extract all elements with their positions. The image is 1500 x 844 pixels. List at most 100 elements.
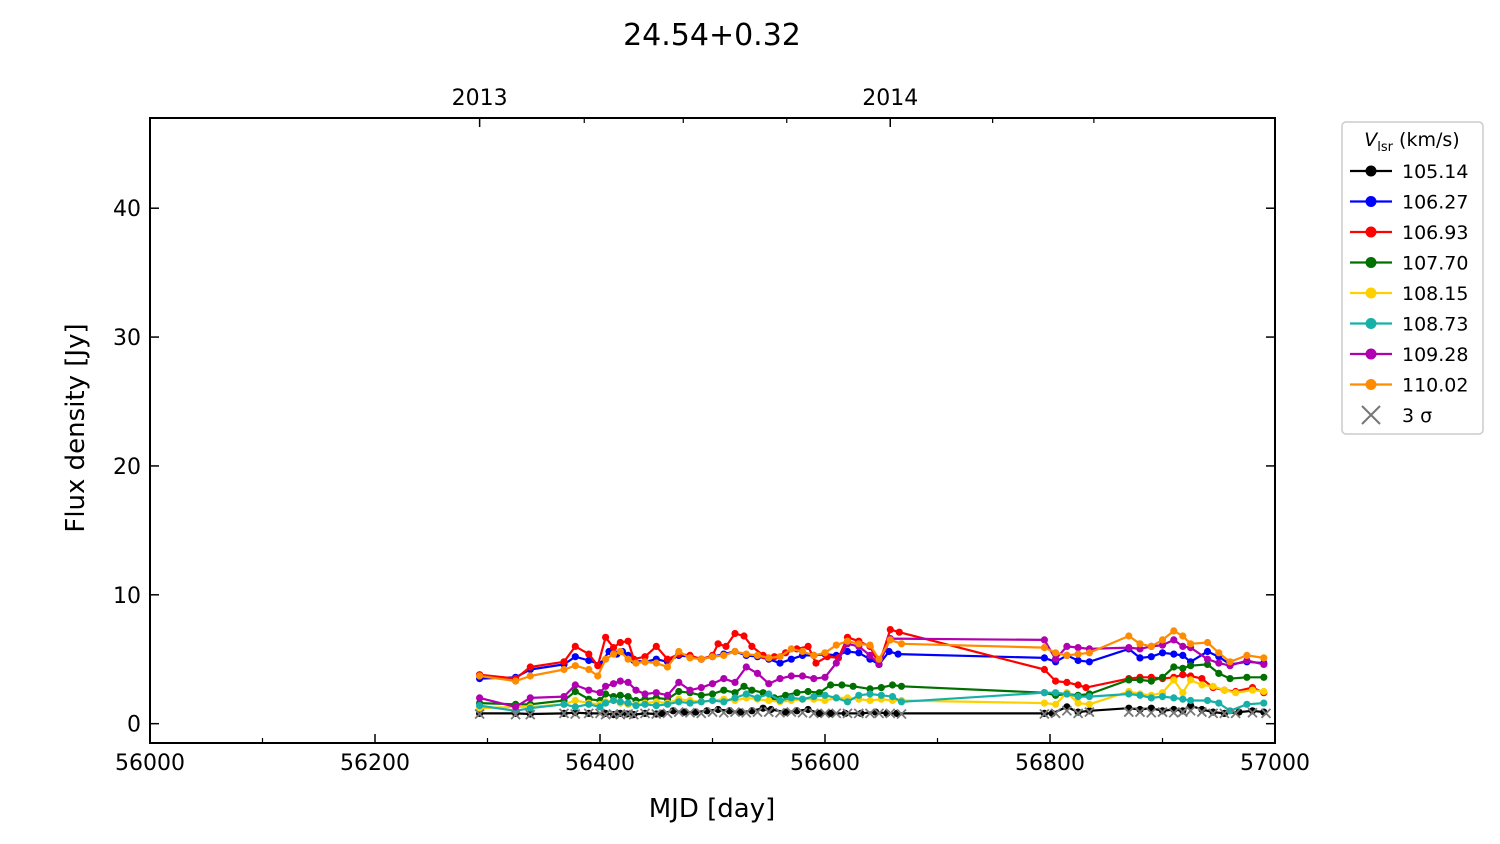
series-point — [722, 642, 730, 651]
sigma-marker-stroke — [853, 708, 864, 719]
series-point — [843, 647, 852, 656]
legend-marker — [1365, 318, 1377, 329]
series-point — [680, 708, 689, 716]
series-point — [585, 686, 593, 694]
series-point — [675, 698, 683, 706]
sigma-marker-stroke — [525, 709, 536, 720]
series-point — [602, 699, 610, 707]
sigma-marker — [797, 707, 808, 718]
sigma-marker-stroke — [797, 707, 808, 718]
sigma-marker — [853, 708, 864, 719]
series-point — [765, 696, 773, 705]
legend-marker — [1365, 348, 1377, 360]
series-point — [832, 659, 840, 667]
series-point — [560, 693, 568, 701]
series-point — [609, 680, 618, 688]
y-tick-label: 30 — [113, 326, 141, 351]
series-point — [1136, 640, 1144, 648]
series-point — [776, 659, 784, 667]
series-point — [720, 698, 728, 706]
series-point — [663, 700, 672, 708]
sigma-marker — [1219, 708, 1230, 719]
sigma-marker-stroke — [752, 706, 763, 718]
series-point — [585, 656, 593, 665]
legend-marker — [1365, 379, 1377, 390]
series-point — [476, 694, 484, 702]
sigma-marker — [864, 708, 876, 719]
legend-marker — [1365, 257, 1377, 268]
series-point — [1260, 673, 1268, 681]
series-point — [838, 681, 846, 689]
series-point — [560, 700, 568, 708]
series-point — [1158, 649, 1167, 657]
series-point — [843, 637, 852, 645]
series-point — [609, 650, 618, 658]
sigma-marker — [1050, 708, 1061, 719]
series-point — [663, 691, 672, 699]
series-point — [877, 691, 885, 699]
series-point — [571, 681, 579, 689]
series-point — [1063, 651, 1071, 660]
sigma-marker-stroke — [696, 708, 707, 719]
top-tick-label: 2013 — [452, 86, 508, 111]
series-point — [571, 703, 579, 711]
series-point — [1232, 689, 1240, 697]
series-point — [720, 675, 728, 683]
series-point — [1187, 662, 1195, 670]
sigma-marker-stroke — [583, 708, 594, 719]
sigma-marker-stroke — [651, 708, 662, 720]
series-point — [526, 663, 534, 671]
top-tick-label: 2014 — [862, 86, 918, 111]
series-point — [1215, 649, 1223, 657]
series-point — [1248, 686, 1257, 694]
series-point — [616, 638, 624, 647]
series-point — [888, 693, 897, 701]
series-point — [1136, 691, 1144, 699]
series-point — [1040, 654, 1048, 662]
sigma-marker — [1039, 708, 1050, 720]
sigma-marker-stroke — [1157, 706, 1168, 718]
sigma-marker — [525, 709, 536, 720]
series-point — [571, 642, 579, 651]
series-point — [798, 647, 807, 656]
series-point — [787, 672, 795, 680]
series-point — [1063, 678, 1071, 687]
series-point — [877, 684, 885, 692]
sigma-marker — [684, 707, 696, 718]
sigma-marker — [558, 708, 570, 719]
series-point — [1179, 689, 1187, 697]
sigma-marker-stroke — [1050, 708, 1061, 719]
series-point — [731, 678, 739, 687]
series-point — [708, 690, 717, 698]
series-point — [641, 690, 649, 698]
sigma-marker-stroke — [774, 707, 786, 718]
series-point — [1215, 669, 1223, 678]
series-point — [1198, 675, 1206, 683]
series-point — [624, 678, 632, 687]
sigma-marker-stroke — [600, 709, 611, 720]
series-point — [888, 681, 897, 689]
series-point — [1074, 693, 1082, 701]
series-point — [624, 655, 632, 663]
series-point — [875, 660, 883, 669]
legend-marker — [1365, 226, 1377, 238]
series-point — [827, 709, 835, 718]
series-point — [1063, 642, 1071, 651]
series-point — [571, 653, 579, 661]
series-line — [479, 637, 1265, 709]
series-point — [663, 655, 672, 663]
series-point — [1052, 649, 1060, 657]
series-point — [1147, 694, 1155, 702]
series-point — [776, 675, 784, 683]
sigma-marker-stroke — [1219, 708, 1230, 719]
series-point — [641, 700, 649, 708]
series-point — [511, 703, 520, 711]
series-point — [765, 690, 773, 698]
sigma-marker-stroke — [1123, 706, 1134, 718]
series-point — [686, 699, 694, 707]
series-point — [742, 650, 750, 658]
sigma-marker — [752, 706, 763, 718]
sigma-marker — [639, 708, 651, 719]
series-point — [1260, 654, 1268, 662]
series-point — [571, 687, 579, 696]
